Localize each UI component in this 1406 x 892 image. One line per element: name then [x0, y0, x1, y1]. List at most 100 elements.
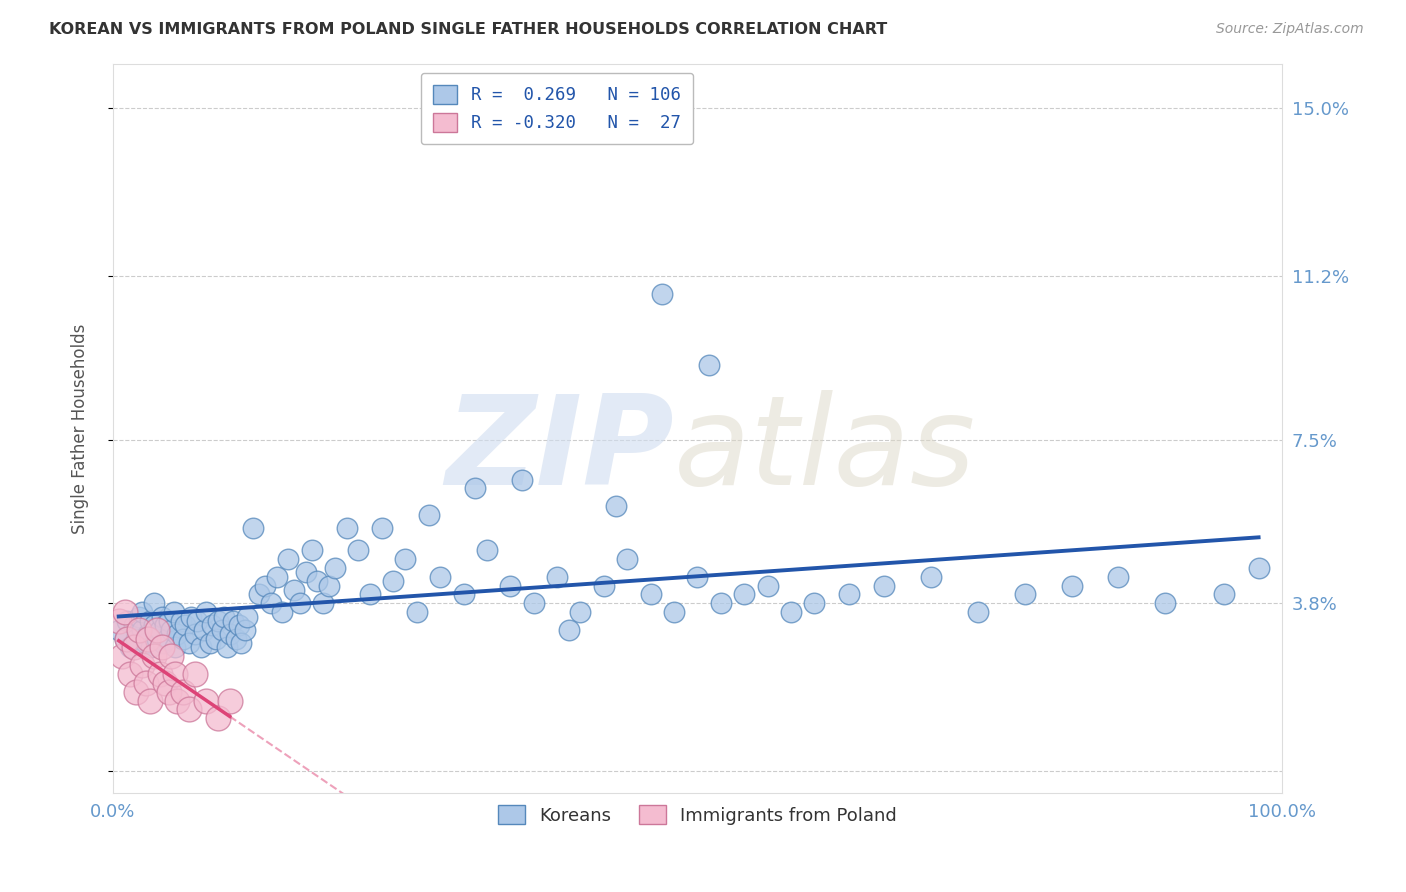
Text: ZIP: ZIP [446, 390, 673, 511]
Point [212, 609, 235, 624]
Point [149, 667, 172, 681]
Point [371, 521, 394, 535]
Point [873, 579, 896, 593]
Point [207, 614, 229, 628]
Point [233, 623, 256, 637]
Point [142, 618, 165, 632]
Point [120, 640, 142, 655]
Point [967, 605, 990, 619]
Point [128, 609, 150, 624]
Point [803, 596, 825, 610]
Point [139, 693, 162, 707]
Point [510, 473, 533, 487]
Point [193, 623, 215, 637]
Point [294, 566, 316, 580]
Point [271, 605, 294, 619]
Point [177, 636, 200, 650]
Point [160, 623, 183, 637]
Point [260, 596, 283, 610]
Point [1247, 561, 1270, 575]
Point [195, 693, 218, 707]
Point [323, 561, 346, 575]
Point [190, 640, 212, 655]
Point [236, 609, 259, 624]
Point [115, 614, 138, 628]
Point [1154, 596, 1177, 610]
Point [710, 596, 733, 610]
Point [301, 543, 323, 558]
Point [172, 632, 194, 646]
Point [211, 623, 233, 637]
Point [150, 640, 173, 655]
Point [247, 587, 270, 601]
Point [135, 636, 157, 650]
Point [475, 543, 498, 558]
Point [163, 667, 186, 681]
Point [780, 605, 803, 619]
Point [172, 684, 194, 698]
Point [155, 676, 177, 690]
Point [312, 596, 335, 610]
Point [253, 579, 276, 593]
Point [569, 605, 592, 619]
Point [146, 632, 169, 646]
Point [733, 587, 755, 601]
Point [114, 605, 136, 619]
Point [382, 574, 405, 589]
Point [277, 552, 299, 566]
Point [122, 640, 145, 655]
Point [523, 596, 546, 610]
Point [174, 618, 197, 632]
Point [218, 627, 240, 641]
Y-axis label: Single Father Households: Single Father Households [72, 324, 89, 534]
Point [204, 632, 226, 646]
Point [756, 579, 779, 593]
Point [166, 693, 188, 707]
Point [605, 499, 627, 513]
Point [177, 702, 200, 716]
Point [318, 579, 340, 593]
Point [163, 605, 186, 619]
Point [1212, 587, 1234, 601]
Point [131, 623, 153, 637]
Point [180, 609, 202, 624]
Point [359, 587, 381, 601]
Point [228, 618, 250, 632]
Legend: Koreans, Immigrants from Poland: Koreans, Immigrants from Poland [486, 794, 908, 836]
Point [136, 627, 159, 641]
Point [651, 286, 673, 301]
Point [336, 521, 359, 535]
Point [1107, 570, 1129, 584]
Point [453, 587, 475, 601]
Point [125, 632, 148, 646]
Point [464, 482, 486, 496]
Point [640, 587, 662, 601]
Point [593, 579, 616, 593]
Point [152, 636, 174, 650]
Point [169, 614, 191, 628]
Point [1060, 579, 1083, 593]
Point [111, 649, 134, 664]
Point [183, 627, 205, 641]
Point [546, 570, 568, 584]
Point [131, 658, 153, 673]
Point [418, 508, 440, 522]
Point [242, 521, 264, 535]
Point [394, 552, 416, 566]
Point [128, 623, 150, 637]
Point [920, 570, 942, 584]
Point [142, 649, 165, 664]
Point [166, 627, 188, 641]
Point [149, 623, 172, 637]
Point [120, 667, 142, 681]
Point [616, 552, 638, 566]
Text: atlas: atlas [673, 390, 976, 511]
Point [107, 623, 129, 637]
Point [155, 618, 177, 632]
Point [217, 640, 239, 655]
Point [183, 667, 205, 681]
Point [141, 640, 163, 655]
Point [163, 640, 186, 655]
Point [146, 623, 169, 637]
Point [157, 614, 180, 628]
